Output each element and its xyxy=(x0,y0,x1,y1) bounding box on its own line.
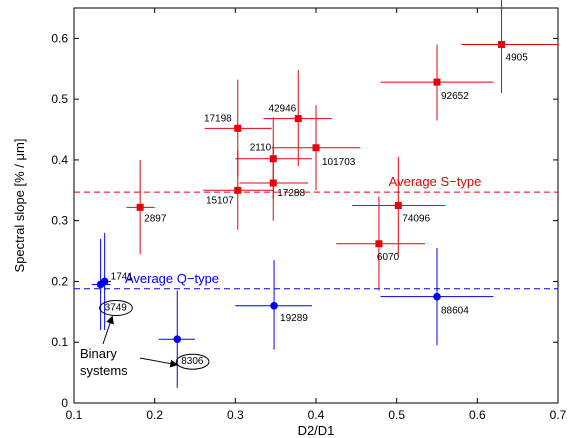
point-label: 2110 xyxy=(250,143,272,154)
y-tick-label: 0.4 xyxy=(51,153,68,167)
x-tick-label: 0.1 xyxy=(66,408,83,422)
point-label: 88604 xyxy=(441,306,469,317)
y-tick-label: 0.2 xyxy=(51,274,68,288)
data-point xyxy=(96,280,105,289)
y-tick-label: 0 xyxy=(61,396,68,410)
y-tick-label: 0.3 xyxy=(51,214,68,228)
reference-line-label: Average Q−type xyxy=(125,271,219,286)
point-label: 3749 xyxy=(105,303,128,314)
x-tick-label: 0.3 xyxy=(227,408,244,422)
x-tick-label: 0.5 xyxy=(388,408,405,422)
data-point xyxy=(234,124,242,132)
point-label: 2897 xyxy=(144,213,167,224)
x-tick-label: 0.4 xyxy=(308,408,325,422)
data-point xyxy=(294,115,302,123)
data-point xyxy=(269,179,277,187)
x-tick-label: 0.7 xyxy=(550,408,567,422)
data-point xyxy=(498,40,506,48)
data-point xyxy=(270,301,278,310)
annotation-text-line: Binary xyxy=(80,346,117,361)
annotation-arrow xyxy=(139,357,179,368)
data-point xyxy=(375,240,383,248)
point-label: 101703 xyxy=(322,157,356,168)
data-markers xyxy=(96,40,506,343)
data-point xyxy=(269,155,277,163)
x-axis-label: D2/D1 xyxy=(298,423,335,438)
data-point xyxy=(394,202,402,209)
annotation-text-line: systems xyxy=(80,363,128,378)
point-labels: 4905 92652 42946 17198 101703 2110 17288 15107 2… xyxy=(105,52,529,367)
y-tick-label: 0.1 xyxy=(51,335,68,349)
binary-annotation: Binary systems xyxy=(80,300,210,378)
y-tick-label: 0.6 xyxy=(51,31,68,45)
point-label: 17288 xyxy=(277,188,305,199)
annotation-arrow xyxy=(102,315,114,345)
point-label: 42946 xyxy=(268,104,296,115)
point-label: 4905 xyxy=(506,52,529,63)
point-label: 15107 xyxy=(206,195,234,206)
data-point xyxy=(312,144,320,152)
x-tick-label: 0.6 xyxy=(469,408,486,422)
data-point xyxy=(433,78,441,86)
point-label: 19289 xyxy=(280,313,308,324)
point-label: 92652 xyxy=(441,91,469,102)
point-label: 74096 xyxy=(402,214,430,225)
data-point xyxy=(433,292,441,301)
reference-lines: Average S−type Average Q−type xyxy=(74,174,558,290)
plot-frame xyxy=(73,7,559,404)
plot-area xyxy=(73,7,559,404)
point-label: 1741 xyxy=(111,271,134,282)
label-ellipse xyxy=(99,300,133,316)
point-label: 8306 xyxy=(181,356,204,367)
point-label: 17198 xyxy=(204,113,232,124)
error-bars xyxy=(91,0,558,388)
y-axis-label: Spectral slope [% / μm] xyxy=(12,139,27,273)
data-point xyxy=(234,186,242,194)
reference-line-label: Average S−type xyxy=(389,174,482,189)
data-point xyxy=(173,335,182,343)
x-tick-label: 0.2 xyxy=(146,408,163,422)
y-tick-label: 0.5 xyxy=(51,92,68,106)
point-label: 6070 xyxy=(377,252,400,263)
data-point xyxy=(136,203,144,211)
axis-ticks: 0.1 0.2 0.3 0.4 0.5 0.6 0.700.10.20.30.40.50.6 xyxy=(51,8,567,422)
